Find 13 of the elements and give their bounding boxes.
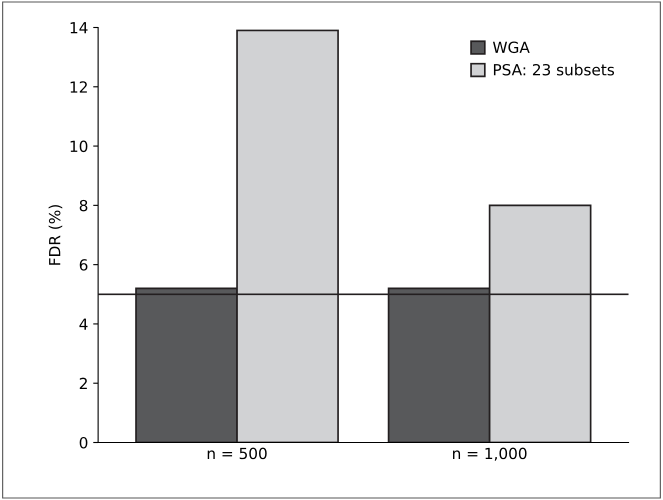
y-tick-label: 8 (80, 200, 88, 212)
legend-label: WGA (492, 42, 530, 54)
y-tick-label: 10 (70, 140, 88, 152)
legend-label: PSA: 23 subsets (494, 64, 614, 76)
x-tick-label: n = 1,000 (453, 448, 527, 461)
x-tick-label: n = 500 (208, 448, 267, 460)
y-axis-title: FDR (%) (48, 205, 62, 265)
y-tick-label: 4 (79, 318, 88, 330)
y-tick-label: 12 (70, 81, 87, 93)
y-tick-label: 6 (80, 259, 88, 271)
y-tick-label: 2 (80, 378, 87, 390)
y-tick-label: 0 (80, 436, 88, 449)
y-tick-label: 14 (70, 22, 88, 34)
